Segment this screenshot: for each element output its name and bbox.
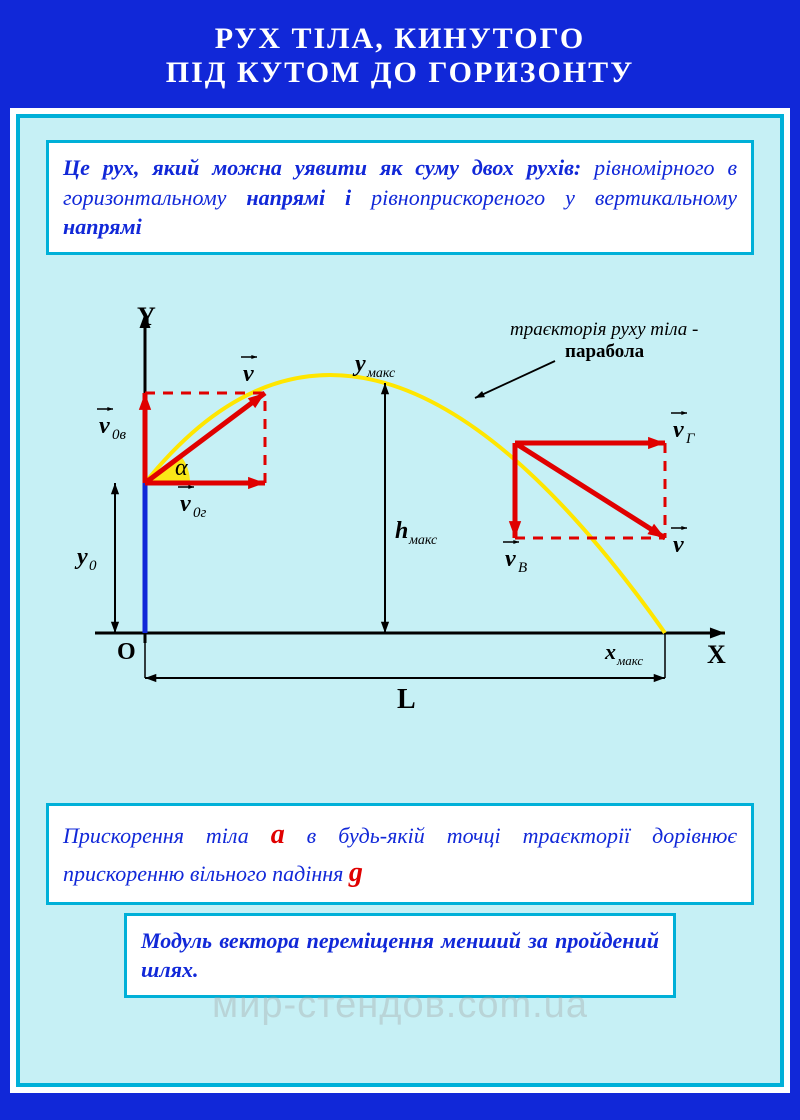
svg-text:0: 0 — [89, 558, 97, 574]
svg-text:y: y — [352, 351, 366, 377]
svg-text:v: v — [505, 546, 516, 572]
def-part5: напрямі — [63, 214, 142, 239]
svg-text:L: L — [397, 684, 416, 715]
poster-title: РУХ ТІЛА, КИНУТОГО ПІД КУТОМ ДО ГОРИЗОНТ… — [10, 10, 790, 108]
svg-text:Г: Г — [685, 431, 696, 447]
diagram-svg: XYOy0hмаксyмаксLxмаксαvv0гv0вvГvВvтраєкт… — [55, 273, 745, 793]
svg-text:макс: макс — [616, 653, 643, 668]
disp-text: Модуль вектора переміщення менший за про… — [141, 928, 659, 983]
svg-text:v: v — [243, 361, 254, 387]
svg-text:v: v — [673, 417, 684, 443]
trajectory-diagram: XYOy0hмаксyмаксLxмаксαvv0гv0вvГvВvтраєкт… — [55, 273, 745, 793]
displacement-box: Модуль вектора переміщення менший за про… — [124, 913, 676, 998]
svg-text:O: O — [117, 639, 136, 665]
svg-text:h: h — [395, 518, 408, 544]
svg-text:В: В — [518, 560, 527, 576]
def-part1: Це рух, який можна уявити як суму двох р… — [63, 155, 594, 180]
title-line-1: РУХ ТІЛА, КИНУТОГО — [20, 22, 780, 56]
svg-text:0в: 0в — [112, 427, 127, 443]
svg-text:траєкторія руху тіла -: траєкторія руху тіла - — [510, 319, 698, 340]
acc-g: g — [349, 857, 363, 888]
svg-text:парабола: парабола — [565, 341, 645, 362]
svg-text:X: X — [707, 640, 726, 669]
svg-text:Y: Y — [137, 302, 156, 331]
definition-box: Це рух, який можна уявити як суму двох р… — [46, 140, 754, 255]
acceleration-box: Прискорення тіла a в будь-якій точці тра… — [46, 803, 754, 905]
svg-text:макс: макс — [366, 366, 396, 381]
svg-text:v: v — [180, 491, 191, 517]
acc-a: a — [271, 819, 285, 850]
svg-text:макс: макс — [408, 533, 438, 548]
content-panel: Це рух, який можна уявити як суму двох р… — [16, 114, 784, 1087]
poster-frame: РУХ ТІЛА, КИНУТОГО ПІД КУТОМ ДО ГОРИЗОНТ… — [0, 0, 800, 1120]
acc-pre: Прискорення тіла — [63, 823, 271, 848]
svg-text:v: v — [99, 413, 110, 439]
svg-text:x: x — [604, 639, 616, 664]
inner-white-frame: Це рух, який можна уявити як суму двох р… — [10, 108, 790, 1093]
def-part3: напрямі і — [246, 185, 351, 210]
svg-text:0г: 0г — [193, 505, 207, 521]
svg-text:v: v — [673, 532, 684, 558]
svg-text:y: y — [74, 544, 88, 570]
title-line-2: ПІД КУТОМ ДО ГОРИЗОНТУ — [20, 56, 780, 90]
def-part4: рівноприскореного у вертикальному — [351, 185, 737, 210]
